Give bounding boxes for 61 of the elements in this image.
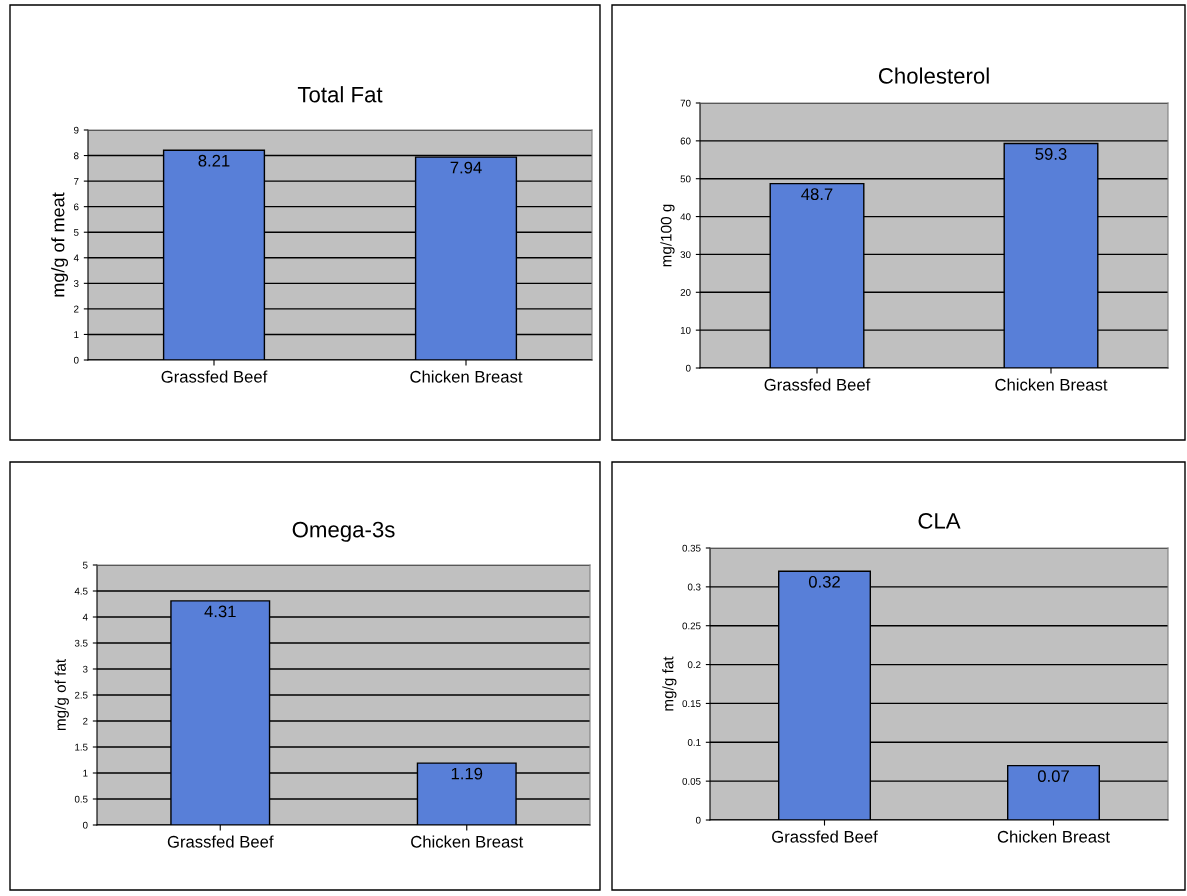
y-tick-label: 10 <box>680 326 691 334</box>
chart-title: Total Fat <box>297 86 383 103</box>
y-tick-label: 4 <box>73 254 79 262</box>
y-tick-label: 30 <box>680 251 691 259</box>
y-tick-label: 6 <box>74 203 79 211</box>
data-label: 0.07 <box>1037 770 1069 783</box>
y-tick-label: 4.5 <box>74 587 88 595</box>
y-tick-label: 4 <box>82 613 88 621</box>
chart-title: CLA <box>918 513 961 529</box>
y-tick-label: 0 <box>685 364 691 372</box>
y-tick-label: 0.25 <box>682 622 701 630</box>
data-label: 7.94 <box>450 161 482 174</box>
y-tick-label: 70 <box>680 99 691 107</box>
y-tick-label: 2 <box>74 305 79 313</box>
data-label: 59.3 <box>1035 148 1067 160</box>
y-tick-label: 40 <box>680 213 691 221</box>
data-label: 48.7 <box>801 188 833 201</box>
y-axis-title: mg/g of fat <box>54 659 69 731</box>
y-tick-label: 0.3 <box>687 583 701 591</box>
x-tick-label: Grassfed Beef <box>772 830 878 843</box>
x-tick-label: Chicken Breast <box>410 370 523 383</box>
y-tick-label: 2.5 <box>74 691 88 699</box>
y-tick-label: 0 <box>82 821 88 829</box>
y-tick-label: 0.15 <box>682 700 701 708</box>
y-tick-label: 1 <box>83 769 88 777</box>
y-tick-label: 0 <box>695 816 701 824</box>
y-axis-title: mg/g fat <box>662 656 677 711</box>
y-tick-label: 3 <box>82 665 88 673</box>
y-tick-label: 60 <box>680 137 691 145</box>
y-tick-label: 2 <box>83 717 88 725</box>
y-tick-label: 1 <box>74 331 79 338</box>
y-tick-label: 50 <box>680 175 691 183</box>
y-tick-label: 3.5 <box>74 639 88 647</box>
y-tick-label: 0.35 <box>682 544 701 552</box>
y-tick-label: 1.5 <box>75 743 88 751</box>
y-axis-title: mg/100 g <box>660 204 675 267</box>
x-tick-label: Chicken Breast <box>997 830 1110 843</box>
chart-title: Cholesterol <box>878 67 989 84</box>
data-label: 0.32 <box>808 575 840 588</box>
y-axis-title: mg/g of meat <box>51 192 69 297</box>
x-tick-label: Grassfed Beef <box>764 378 871 391</box>
y-tick-label: 0.5 <box>74 795 88 803</box>
y-tick-label: 9 <box>74 126 79 134</box>
x-tick-label: Grassfed Beef <box>161 370 268 383</box>
x-tick-label: Chicken Breast <box>995 378 1108 391</box>
y-tick-label: 0.2 <box>687 661 701 669</box>
data-label: 8.21 <box>198 154 230 167</box>
y-tick-label: 8 <box>73 152 79 160</box>
y-tick-label: 0 <box>73 356 79 364</box>
chart-title: Omega-3s <box>292 521 395 542</box>
x-tick-label: Chicken Breast <box>411 835 524 848</box>
data-label: 4.31 <box>204 605 236 618</box>
y-tick-label: 5 <box>73 229 79 236</box>
y-tick-label: 0.1 <box>687 739 701 746</box>
y-tick-label: 5 <box>82 561 88 569</box>
y-tick-label: 7 <box>74 177 79 185</box>
x-tick-label: Grassfed Beef <box>167 835 274 848</box>
y-tick-label: 0.05 <box>682 777 701 785</box>
y-tick-label: 3 <box>73 280 79 287</box>
y-tick-label: 20 <box>680 289 691 296</box>
data-label: 1.19 <box>451 767 483 780</box>
